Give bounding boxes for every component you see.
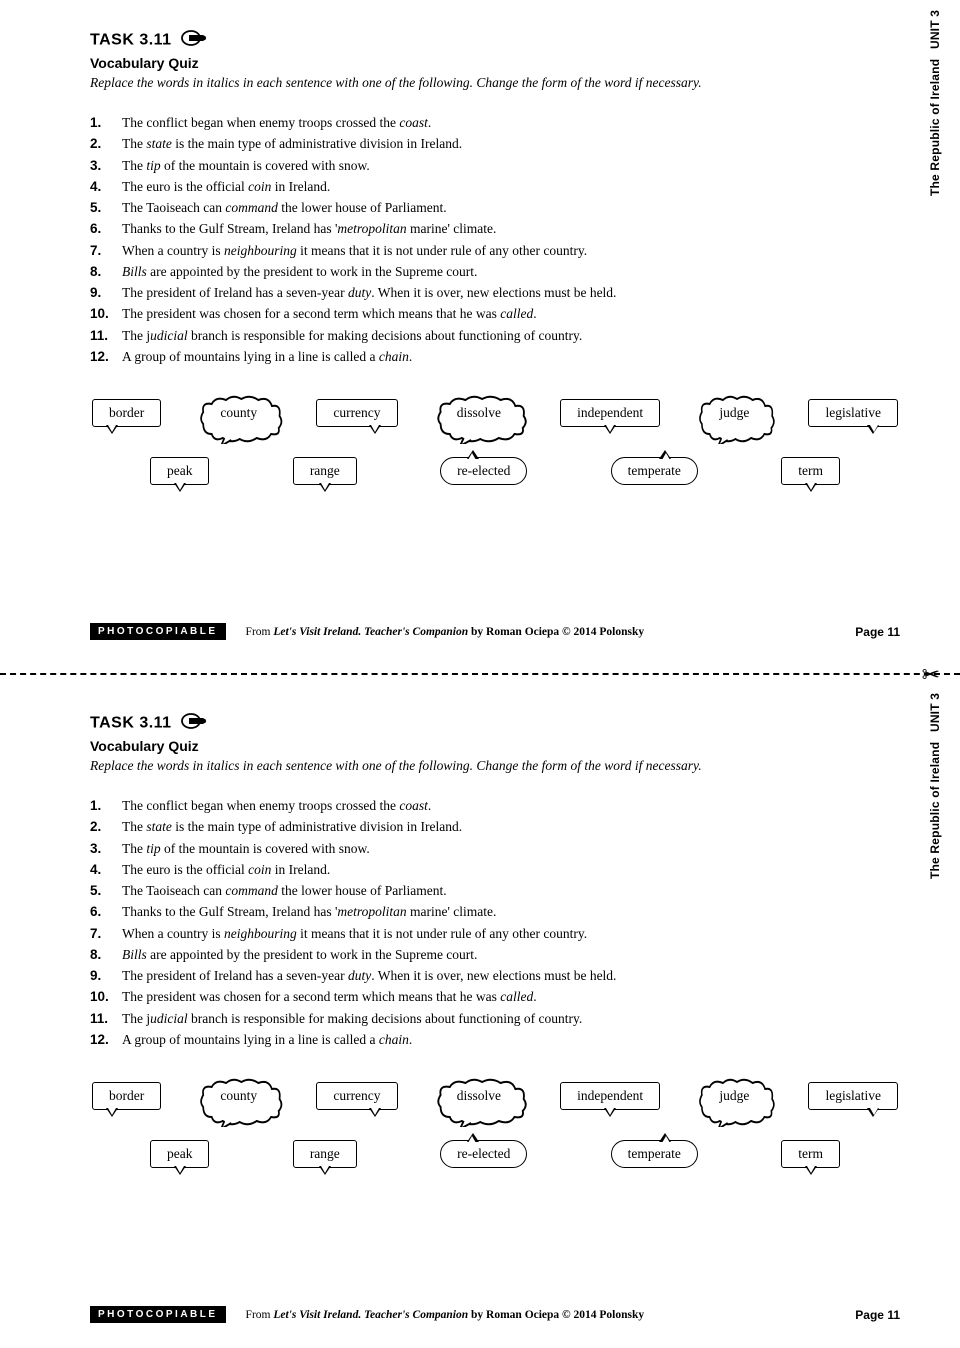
word-bubble: term bbox=[781, 1140, 840, 1168]
word-bubble: legislative bbox=[808, 1082, 897, 1110]
instructions: Replace the words in italics in each sen… bbox=[90, 758, 900, 774]
worksheet-bottom: The Republic of Ireland UNIT 3 TASK 3.11… bbox=[0, 683, 960, 1348]
word-bank-row2: peak range re-elected temperate term bbox=[90, 1140, 900, 1168]
quiz-item: The president was chosen for a second te… bbox=[90, 987, 900, 1007]
quiz-item: When a country is neighbouring it means … bbox=[90, 241, 900, 261]
word-bubble: county bbox=[202, 1080, 275, 1112]
page-number: Page 11 bbox=[855, 625, 900, 639]
quiz-item: The Taoiseach can command the lower hous… bbox=[90, 198, 900, 218]
word-bubble: term bbox=[781, 457, 840, 485]
quiz-item: The president of Ireland has a seven-yea… bbox=[90, 966, 900, 986]
quiz-item: The tip of the mountain is covered with … bbox=[90, 156, 900, 176]
word-bubble: re-elected bbox=[440, 1140, 527, 1168]
word-bubble: range bbox=[293, 1140, 357, 1168]
quiz-item: The state is the main type of administra… bbox=[90, 817, 900, 837]
quiz-list: The conflict began when enemy troops cro… bbox=[90, 113, 900, 367]
quiz-item: The euro is the official coin in Ireland… bbox=[90, 860, 900, 880]
pencil-icon bbox=[181, 713, 209, 734]
word-bubble: range bbox=[293, 457, 357, 485]
task-header: TASK 3.11 bbox=[90, 713, 900, 734]
cut-line: ✂ bbox=[0, 673, 960, 675]
side-label-title: The Republic of Ireland bbox=[928, 742, 942, 879]
footer-text: From Let's Visit Ireland. Teacher's Comp… bbox=[246, 626, 856, 638]
word-bubble: county bbox=[202, 397, 275, 429]
word-bubble: re-elected bbox=[440, 457, 527, 485]
word-bubble: currency bbox=[316, 399, 397, 427]
word-bubble: currency bbox=[316, 1082, 397, 1110]
footer-text: From Let's Visit Ireland. Teacher's Comp… bbox=[246, 1309, 856, 1321]
word-bubble: temperate bbox=[611, 457, 698, 485]
pencil-icon bbox=[181, 30, 209, 51]
word-bubble: legislative bbox=[808, 399, 897, 427]
task-number: TASK 3.11 bbox=[90, 32, 172, 49]
quiz-item: The president of Ireland has a seven-yea… bbox=[90, 283, 900, 303]
word-bubble: judge bbox=[701, 397, 767, 429]
instructions: Replace the words in italics in each sen… bbox=[90, 75, 900, 91]
quiz-item: Thanks to the Gulf Stream, Ireland has '… bbox=[90, 219, 900, 239]
word-bubble: dissolve bbox=[439, 397, 519, 429]
word-bank-row2: peak range re-elected temperate term bbox=[90, 457, 900, 485]
quiz-item: Thanks to the Gulf Stream, Ireland has '… bbox=[90, 902, 900, 922]
word-bank-row1: border county currency dissolve independent j… bbox=[90, 1080, 900, 1112]
side-label: The Republic of Ireland UNIT 3 bbox=[928, 693, 942, 879]
quiz-item: The president was chosen for a second te… bbox=[90, 304, 900, 324]
quiz-item: Bills are appointed by the president to … bbox=[90, 945, 900, 965]
subtitle: Vocabulary Quiz bbox=[90, 55, 900, 71]
word-bubble: judge bbox=[701, 1080, 767, 1112]
quiz-item: The judicial branch is responsible for m… bbox=[90, 326, 900, 346]
footer: PHOTOCOPIABLE From Let's Visit Ireland. … bbox=[90, 623, 900, 640]
quiz-item: When a country is neighbouring it means … bbox=[90, 924, 900, 944]
side-label-unit: UNIT 3 bbox=[928, 693, 942, 732]
word-bank-row1: border county currency dissolve independent j… bbox=[90, 397, 900, 429]
word-bubble: temperate bbox=[611, 1140, 698, 1168]
side-label: The Republic of Ireland UNIT 3 bbox=[928, 10, 942, 196]
quiz-item: The euro is the official coin in Ireland… bbox=[90, 177, 900, 197]
photocopiable-badge: PHOTOCOPIABLE bbox=[90, 623, 226, 640]
quiz-item: The tip of the mountain is covered with … bbox=[90, 839, 900, 859]
side-label-title: The Republic of Ireland bbox=[928, 59, 942, 196]
worksheet-top: The Republic of Ireland UNIT 3 TASK 3.11… bbox=[0, 0, 960, 665]
quiz-item: The conflict began when enemy troops cro… bbox=[90, 113, 900, 133]
quiz-list: The conflict began when enemy troops cro… bbox=[90, 796, 900, 1050]
quiz-item: A group of mountains lying in a line is … bbox=[90, 347, 900, 367]
page-number: Page 11 bbox=[855, 1308, 900, 1322]
word-bubble: border bbox=[92, 399, 161, 427]
photocopiable-badge: PHOTOCOPIABLE bbox=[90, 1306, 226, 1323]
task-number: TASK 3.11 bbox=[90, 715, 172, 732]
word-bubble: independent bbox=[560, 1082, 660, 1110]
word-bubble: peak bbox=[150, 457, 209, 485]
footer: PHOTOCOPIABLE From Let's Visit Ireland. … bbox=[90, 1306, 900, 1323]
quiz-item: The judicial branch is responsible for m… bbox=[90, 1009, 900, 1029]
word-bubble: dissolve bbox=[439, 1080, 519, 1112]
word-bubble: border bbox=[92, 1082, 161, 1110]
quiz-item: Bills are appointed by the president to … bbox=[90, 262, 900, 282]
side-label-unit: UNIT 3 bbox=[928, 10, 942, 49]
quiz-item: A group of mountains lying in a line is … bbox=[90, 1030, 900, 1050]
subtitle: Vocabulary Quiz bbox=[90, 738, 900, 754]
quiz-item: The conflict began when enemy troops cro… bbox=[90, 796, 900, 816]
quiz-item: The Taoiseach can command the lower hous… bbox=[90, 881, 900, 901]
word-bubble: peak bbox=[150, 1140, 209, 1168]
quiz-item: The state is the main type of administra… bbox=[90, 134, 900, 154]
word-bubble: independent bbox=[560, 399, 660, 427]
task-header: TASK 3.11 bbox=[90, 30, 900, 51]
